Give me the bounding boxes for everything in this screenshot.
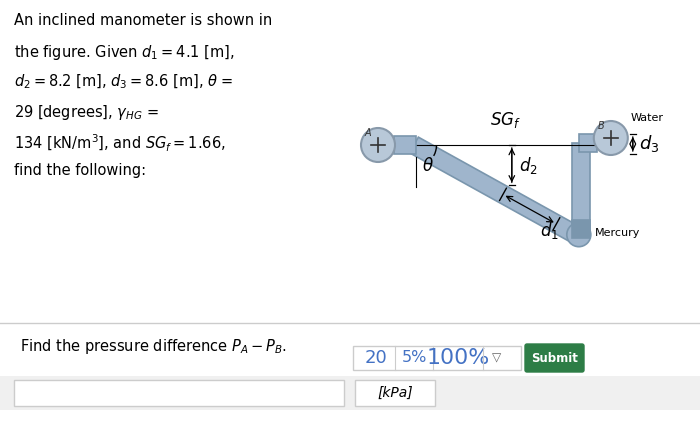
- Text: $d_2$: $d_2$: [519, 155, 538, 176]
- FancyBboxPatch shape: [353, 346, 521, 370]
- Text: ▽: ▽: [492, 352, 502, 365]
- Text: $\theta$: $\theta$: [422, 157, 434, 175]
- Text: A: A: [365, 128, 371, 138]
- Text: $SG_f$: $SG_f$: [490, 110, 521, 130]
- Bar: [0, 376, 700, 410]
- Text: Find the pressure difference $P_A - P_B$.: Find the pressure difference $P_A - P_B$…: [20, 337, 287, 356]
- Text: Water: Water: [631, 113, 664, 123]
- Text: find the following:: find the following:: [14, 163, 146, 178]
- Polygon shape: [410, 137, 580, 242]
- Text: Mercury: Mercury: [595, 228, 640, 238]
- Text: 20: 20: [365, 349, 387, 367]
- Polygon shape: [579, 134, 597, 152]
- Text: $d_1$: $d_1$: [540, 220, 559, 241]
- Circle shape: [361, 128, 395, 162]
- Circle shape: [567, 223, 591, 247]
- Text: [kPa]: [kPa]: [377, 386, 413, 400]
- Text: 100%: 100%: [426, 348, 489, 368]
- Text: 5%: 5%: [401, 350, 427, 365]
- Text: 134 [kN/m$^3$], and $SG_f = 1.66$,: 134 [kN/m$^3$], and $SG_f = 1.66$,: [14, 133, 225, 154]
- Polygon shape: [572, 220, 590, 238]
- Text: An inclined manometer is shown in: An inclined manometer is shown in: [14, 13, 272, 28]
- FancyBboxPatch shape: [355, 380, 435, 406]
- Text: $d_3$: $d_3$: [639, 133, 659, 155]
- Text: 29 [degrees], $\gamma_{HG}$ =: 29 [degrees], $\gamma_{HG}$ =: [14, 103, 159, 122]
- Polygon shape: [394, 136, 416, 154]
- FancyBboxPatch shape: [14, 380, 344, 406]
- Text: Submit: Submit: [531, 352, 578, 365]
- FancyBboxPatch shape: [525, 344, 584, 372]
- Text: B: B: [597, 121, 604, 131]
- Circle shape: [594, 121, 628, 155]
- Text: $d_2 = 8.2$ [m], $d_3 = 8.6$ [m], $\theta$ =: $d_2 = 8.2$ [m], $d_3 = 8.6$ [m], $\thet…: [14, 73, 234, 91]
- Text: the figure. Given $d_1 = 4.1$ [m],: the figure. Given $d_1 = 4.1$ [m],: [14, 43, 234, 62]
- Polygon shape: [572, 143, 590, 238]
